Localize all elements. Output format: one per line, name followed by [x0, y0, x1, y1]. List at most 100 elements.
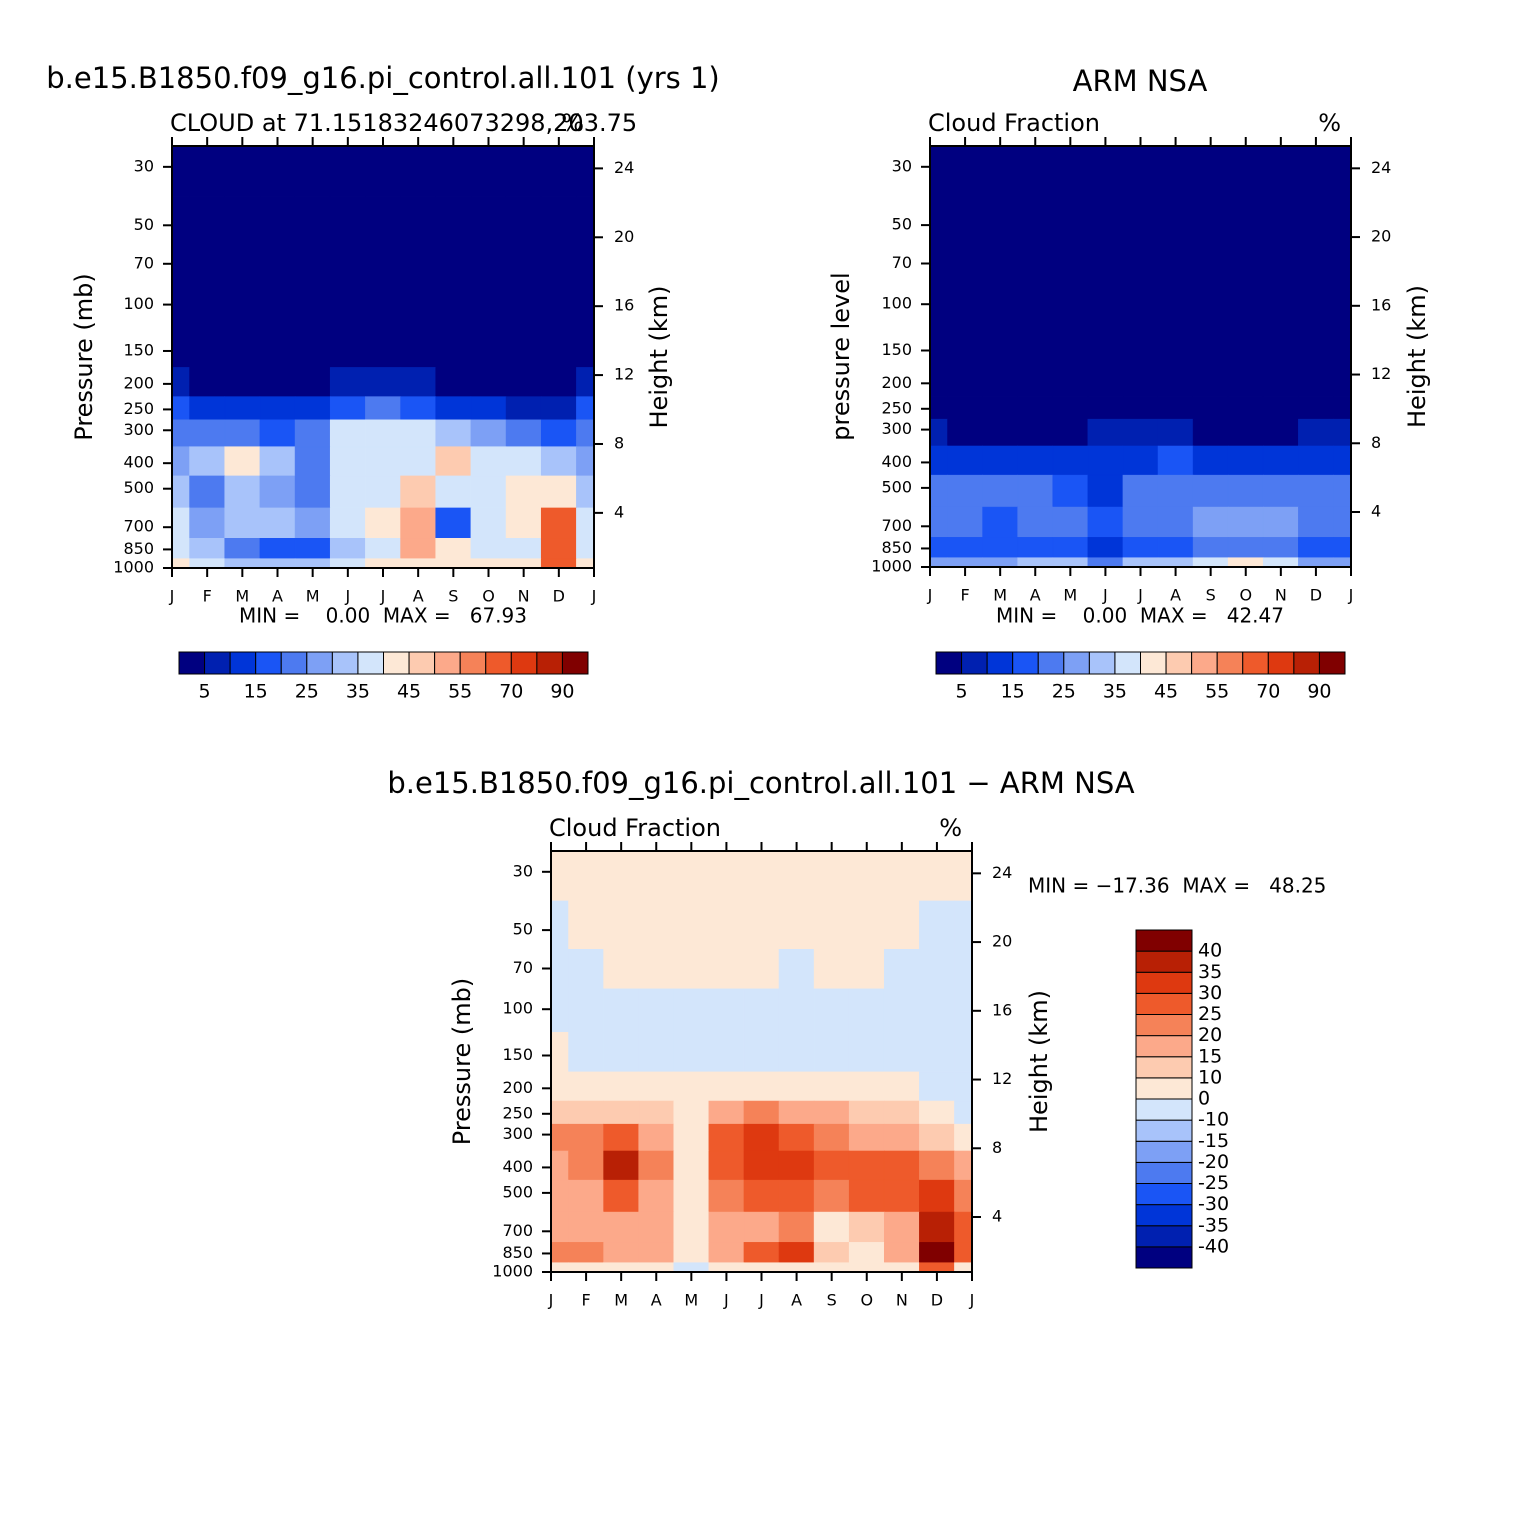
contour-cell [505, 327, 542, 368]
contour-cell [638, 1100, 675, 1125]
contour-cell [294, 244, 331, 285]
contour-cell [1227, 195, 1264, 245]
contour-cell [171, 558, 190, 569]
contour-cell [1157, 557, 1194, 568]
colorbar-box [1242, 651, 1269, 675]
contour-cell [947, 395, 983, 420]
contour-cell [1192, 537, 1229, 559]
contour-cell [1298, 366, 1334, 397]
contour-cell [1192, 327, 1229, 368]
contour-cell [1192, 145, 1229, 197]
x-tick-label: S [1206, 586, 1216, 605]
contour-cell [576, 419, 595, 448]
contour-cell [929, 195, 948, 245]
contour-cell [848, 949, 885, 990]
colorbar-box [1318, 651, 1346, 675]
colorbar-label: 35 [1198, 961, 1222, 983]
x-tick-label: N [896, 1291, 908, 1310]
contour-cell [365, 145, 401, 197]
contour-cell [954, 1211, 973, 1243]
contour-cell [708, 1032, 745, 1073]
contour-cell [1052, 195, 1089, 245]
colorbar-box [1293, 651, 1320, 675]
x-tick-label: M [684, 1291, 698, 1310]
contour-cell [550, 1262, 569, 1273]
contour-cell [1227, 557, 1264, 568]
contour-cell [550, 1071, 569, 1102]
contour-cell [505, 419, 542, 448]
contour-cell [743, 1123, 780, 1152]
contour-cell [1333, 145, 1352, 197]
contour-cell [224, 558, 261, 569]
colorbar-box [536, 651, 563, 675]
subtitle-left: CLOUD at 71.15183246073298,203.75 [170, 109, 637, 137]
contour-cell [294, 396, 331, 421]
contour-cell [1333, 537, 1352, 559]
y-axis-label: Pressure (mb) [448, 978, 476, 1145]
contour-cell [259, 195, 296, 245]
x-tick-label: A [272, 587, 283, 606]
contour-cell [505, 367, 542, 397]
contour-cell [505, 446, 542, 477]
colorbar-box [1135, 1246, 1193, 1269]
colorbar-label: 45 [1154, 681, 1178, 703]
contour-cell [919, 1123, 955, 1152]
contour-cell [505, 538, 542, 560]
contour-cell [1298, 474, 1334, 508]
colorbar-box [459, 651, 487, 675]
y2-tick-label: 24 [614, 158, 634, 177]
contour-cell [1052, 395, 1089, 420]
y-tick-label: 850 [502, 1243, 533, 1262]
subtitle-right: % [1318, 109, 1341, 137]
contour-cell [171, 145, 190, 197]
contour-cell [982, 445, 1019, 476]
contour-cell [982, 327, 1019, 368]
colorbar-label: -35 [1198, 1214, 1229, 1236]
contour-cell [435, 538, 472, 560]
contour-cell [294, 327, 331, 368]
contour-cell [540, 244, 577, 285]
colorbar-label: 25 [295, 681, 319, 703]
contour-cell [848, 988, 885, 1033]
contour-cell [1262, 327, 1299, 368]
x-tick-label: M [614, 1291, 628, 1310]
contour-cell [1017, 366, 1054, 397]
contour-cell [919, 1179, 955, 1213]
contour-cell [673, 1032, 710, 1073]
colorbar-label: -10 [1198, 1109, 1229, 1131]
contour-cell [1122, 244, 1159, 285]
contour-cell [189, 446, 226, 477]
contour-cell [1122, 445, 1159, 476]
contour-cell [883, 1242, 920, 1264]
x-tick-label: O [482, 587, 495, 606]
y-tick-label: 150 [502, 1045, 533, 1064]
colorbar-box [1135, 1056, 1193, 1079]
contour-cell [189, 327, 226, 368]
contour-cell [1262, 283, 1299, 328]
contour-cell [400, 475, 437, 509]
contour-cell [189, 538, 226, 560]
contour-cell [435, 195, 472, 245]
y2-tick-label: 4 [614, 502, 624, 521]
contour-cell [883, 1262, 920, 1273]
contour-cell [365, 327, 401, 368]
contour-cell [224, 475, 261, 509]
x-tick-label: D [553, 587, 565, 606]
contour-cell [259, 558, 296, 569]
contour-cell [568, 1262, 604, 1273]
contour-cell [400, 283, 437, 329]
x-tick-label: A [413, 587, 424, 606]
contour-cell [294, 419, 331, 448]
colorbar-box [1216, 651, 1244, 675]
contour-cell [435, 145, 472, 197]
colorbar-label: 20 [1198, 1024, 1222, 1046]
colorbar-box [1191, 651, 1218, 675]
contour-cell [929, 537, 948, 559]
contour-cell [919, 949, 955, 990]
contour-cell [1192, 557, 1229, 568]
contour-cell [568, 988, 604, 1033]
contour-cell [505, 244, 542, 285]
x-tick-label: J [1137, 586, 1143, 605]
contour-cell [708, 1123, 745, 1152]
contour-cell [435, 446, 472, 477]
